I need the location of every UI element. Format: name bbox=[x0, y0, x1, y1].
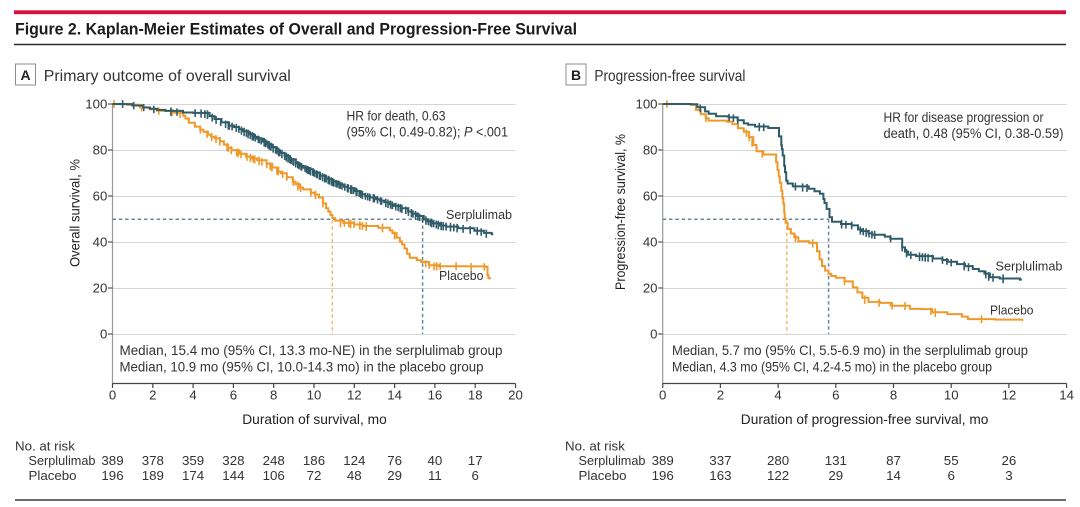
svg-text:328: 328 bbox=[222, 453, 244, 468]
svg-text:A: A bbox=[20, 67, 30, 83]
svg-text:Median, 15.4 mo (95% CI, 13.3: Median, 15.4 mo (95% CI, 13.3 mo-NE) in … bbox=[120, 343, 503, 358]
svg-text:26: 26 bbox=[1002, 453, 1017, 468]
svg-text:8: 8 bbox=[270, 388, 277, 403]
svg-text:Placebo: Placebo bbox=[990, 303, 1034, 318]
svg-text:280: 280 bbox=[767, 453, 789, 468]
svg-text:Duration of progression-free s: Duration of progression-free survival, m… bbox=[741, 411, 989, 427]
svg-text:18: 18 bbox=[468, 388, 483, 403]
svg-text:8: 8 bbox=[890, 388, 897, 403]
svg-text:12: 12 bbox=[347, 388, 362, 403]
svg-text:389: 389 bbox=[101, 453, 123, 468]
svg-text:72: 72 bbox=[307, 468, 322, 483]
svg-text:Progression-free survival, %: Progression-free survival, % bbox=[612, 134, 628, 290]
svg-text:29: 29 bbox=[828, 468, 843, 483]
svg-text:131: 131 bbox=[825, 453, 847, 468]
svg-text:80: 80 bbox=[93, 143, 108, 158]
svg-text:Median, 4.3 mo (95% CI, 4.2-4.: Median, 4.3 mo (95% CI, 4.2-4.5 mo) in t… bbox=[672, 360, 992, 375]
svg-text:186: 186 bbox=[303, 453, 325, 468]
svg-text:0: 0 bbox=[650, 327, 657, 342]
svg-text:No. at risk: No. at risk bbox=[565, 439, 625, 454]
svg-text:14: 14 bbox=[387, 388, 402, 403]
svg-text:Placebo: Placebo bbox=[579, 468, 627, 483]
svg-text:60: 60 bbox=[93, 189, 108, 204]
svg-text:B: B bbox=[571, 67, 581, 83]
svg-text:100: 100 bbox=[85, 97, 107, 112]
svg-text:Placebo: Placebo bbox=[439, 268, 484, 283]
svg-text:40: 40 bbox=[428, 453, 443, 468]
svg-text:Serplulimab: Serplulimab bbox=[996, 259, 1063, 274]
svg-text:14: 14 bbox=[1059, 388, 1074, 403]
svg-text:0: 0 bbox=[109, 388, 116, 403]
svg-text:20: 20 bbox=[643, 281, 658, 296]
svg-text:6: 6 bbox=[832, 388, 839, 403]
svg-text:Duration of survival, mo: Duration of survival, mo bbox=[242, 411, 387, 427]
svg-text:14: 14 bbox=[886, 468, 901, 483]
svg-text:HR for death, 0.63: HR for death, 0.63 bbox=[347, 109, 446, 124]
svg-text:6: 6 bbox=[230, 388, 237, 403]
svg-text:359: 359 bbox=[182, 453, 204, 468]
svg-text:196: 196 bbox=[101, 468, 123, 483]
svg-text:Median, 5.7 mo (95% CI, 5.5-6.: Median, 5.7 mo (95% CI, 5.5-6.9 mo) in t… bbox=[672, 343, 1028, 358]
svg-text:16: 16 bbox=[428, 388, 443, 403]
svg-text:174: 174 bbox=[182, 468, 204, 483]
svg-text:4: 4 bbox=[189, 388, 196, 403]
svg-text:144: 144 bbox=[222, 468, 244, 483]
svg-text:Progression-free survival: Progression-free survival bbox=[594, 68, 745, 85]
svg-text:55: 55 bbox=[944, 453, 959, 468]
svg-text:0: 0 bbox=[100, 327, 107, 342]
svg-text:87: 87 bbox=[886, 453, 901, 468]
svg-text:Figure 2. Kaplan-Meier Estimat: Figure 2. Kaplan-Meier Estimates of Over… bbox=[15, 20, 577, 39]
svg-text:20: 20 bbox=[508, 388, 523, 403]
svg-text:No. at risk: No. at risk bbox=[15, 439, 75, 454]
svg-text:196: 196 bbox=[652, 468, 674, 483]
svg-text:Overall survival, %: Overall survival, % bbox=[67, 159, 83, 267]
svg-text:0: 0 bbox=[659, 388, 666, 403]
svg-text:Median, 10.9 mo (95% CI, 10.0-: Median, 10.9 mo (95% CI, 10.0-14.3 mo) i… bbox=[120, 360, 484, 375]
svg-text:12: 12 bbox=[1002, 388, 1017, 403]
svg-text:17: 17 bbox=[468, 453, 483, 468]
svg-text:29: 29 bbox=[387, 468, 402, 483]
svg-text:378: 378 bbox=[142, 453, 164, 468]
svg-text:60: 60 bbox=[643, 189, 658, 204]
svg-text:death, 0.48 (95% CI, 0.38-0.59: death, 0.48 (95% CI, 0.38-0.59) bbox=[884, 126, 1064, 141]
svg-text:337: 337 bbox=[709, 453, 731, 468]
svg-text:Serplulimab: Serplulimab bbox=[579, 453, 646, 468]
svg-text:Serplulimab: Serplulimab bbox=[446, 207, 512, 222]
svg-text:248: 248 bbox=[263, 453, 285, 468]
svg-text:124: 124 bbox=[343, 453, 365, 468]
svg-text:HR for disease progression or: HR for disease progression or bbox=[884, 110, 1044, 125]
svg-text:40: 40 bbox=[93, 235, 108, 250]
svg-text:163: 163 bbox=[709, 468, 731, 483]
svg-text:11: 11 bbox=[428, 468, 442, 483]
svg-text:80: 80 bbox=[643, 143, 658, 158]
svg-text:20: 20 bbox=[93, 281, 108, 296]
svg-text:6: 6 bbox=[947, 468, 954, 483]
svg-text:100: 100 bbox=[635, 97, 657, 112]
svg-text:122: 122 bbox=[767, 468, 789, 483]
svg-text:40: 40 bbox=[643, 235, 658, 250]
svg-text:389: 389 bbox=[652, 453, 674, 468]
svg-text:76: 76 bbox=[387, 453, 402, 468]
svg-text:2: 2 bbox=[149, 388, 156, 403]
svg-text:Placebo: Placebo bbox=[29, 468, 77, 483]
svg-text:Primary outcome of overall sur: Primary outcome of overall survival bbox=[44, 68, 291, 85]
svg-text:10: 10 bbox=[307, 388, 322, 403]
svg-text:6: 6 bbox=[471, 468, 478, 483]
svg-text:3: 3 bbox=[1005, 468, 1012, 483]
svg-text:2: 2 bbox=[717, 388, 724, 403]
svg-text:4: 4 bbox=[774, 388, 781, 403]
svg-text:Serplulimab: Serplulimab bbox=[29, 453, 96, 468]
svg-text:106: 106 bbox=[263, 468, 285, 483]
svg-text:10: 10 bbox=[944, 388, 959, 403]
svg-text:(95% CI, 0.49-0.82); P <.001: (95% CI, 0.49-0.82); P <.001 bbox=[347, 125, 509, 140]
svg-text:189: 189 bbox=[142, 468, 164, 483]
svg-text:48: 48 bbox=[347, 468, 362, 483]
